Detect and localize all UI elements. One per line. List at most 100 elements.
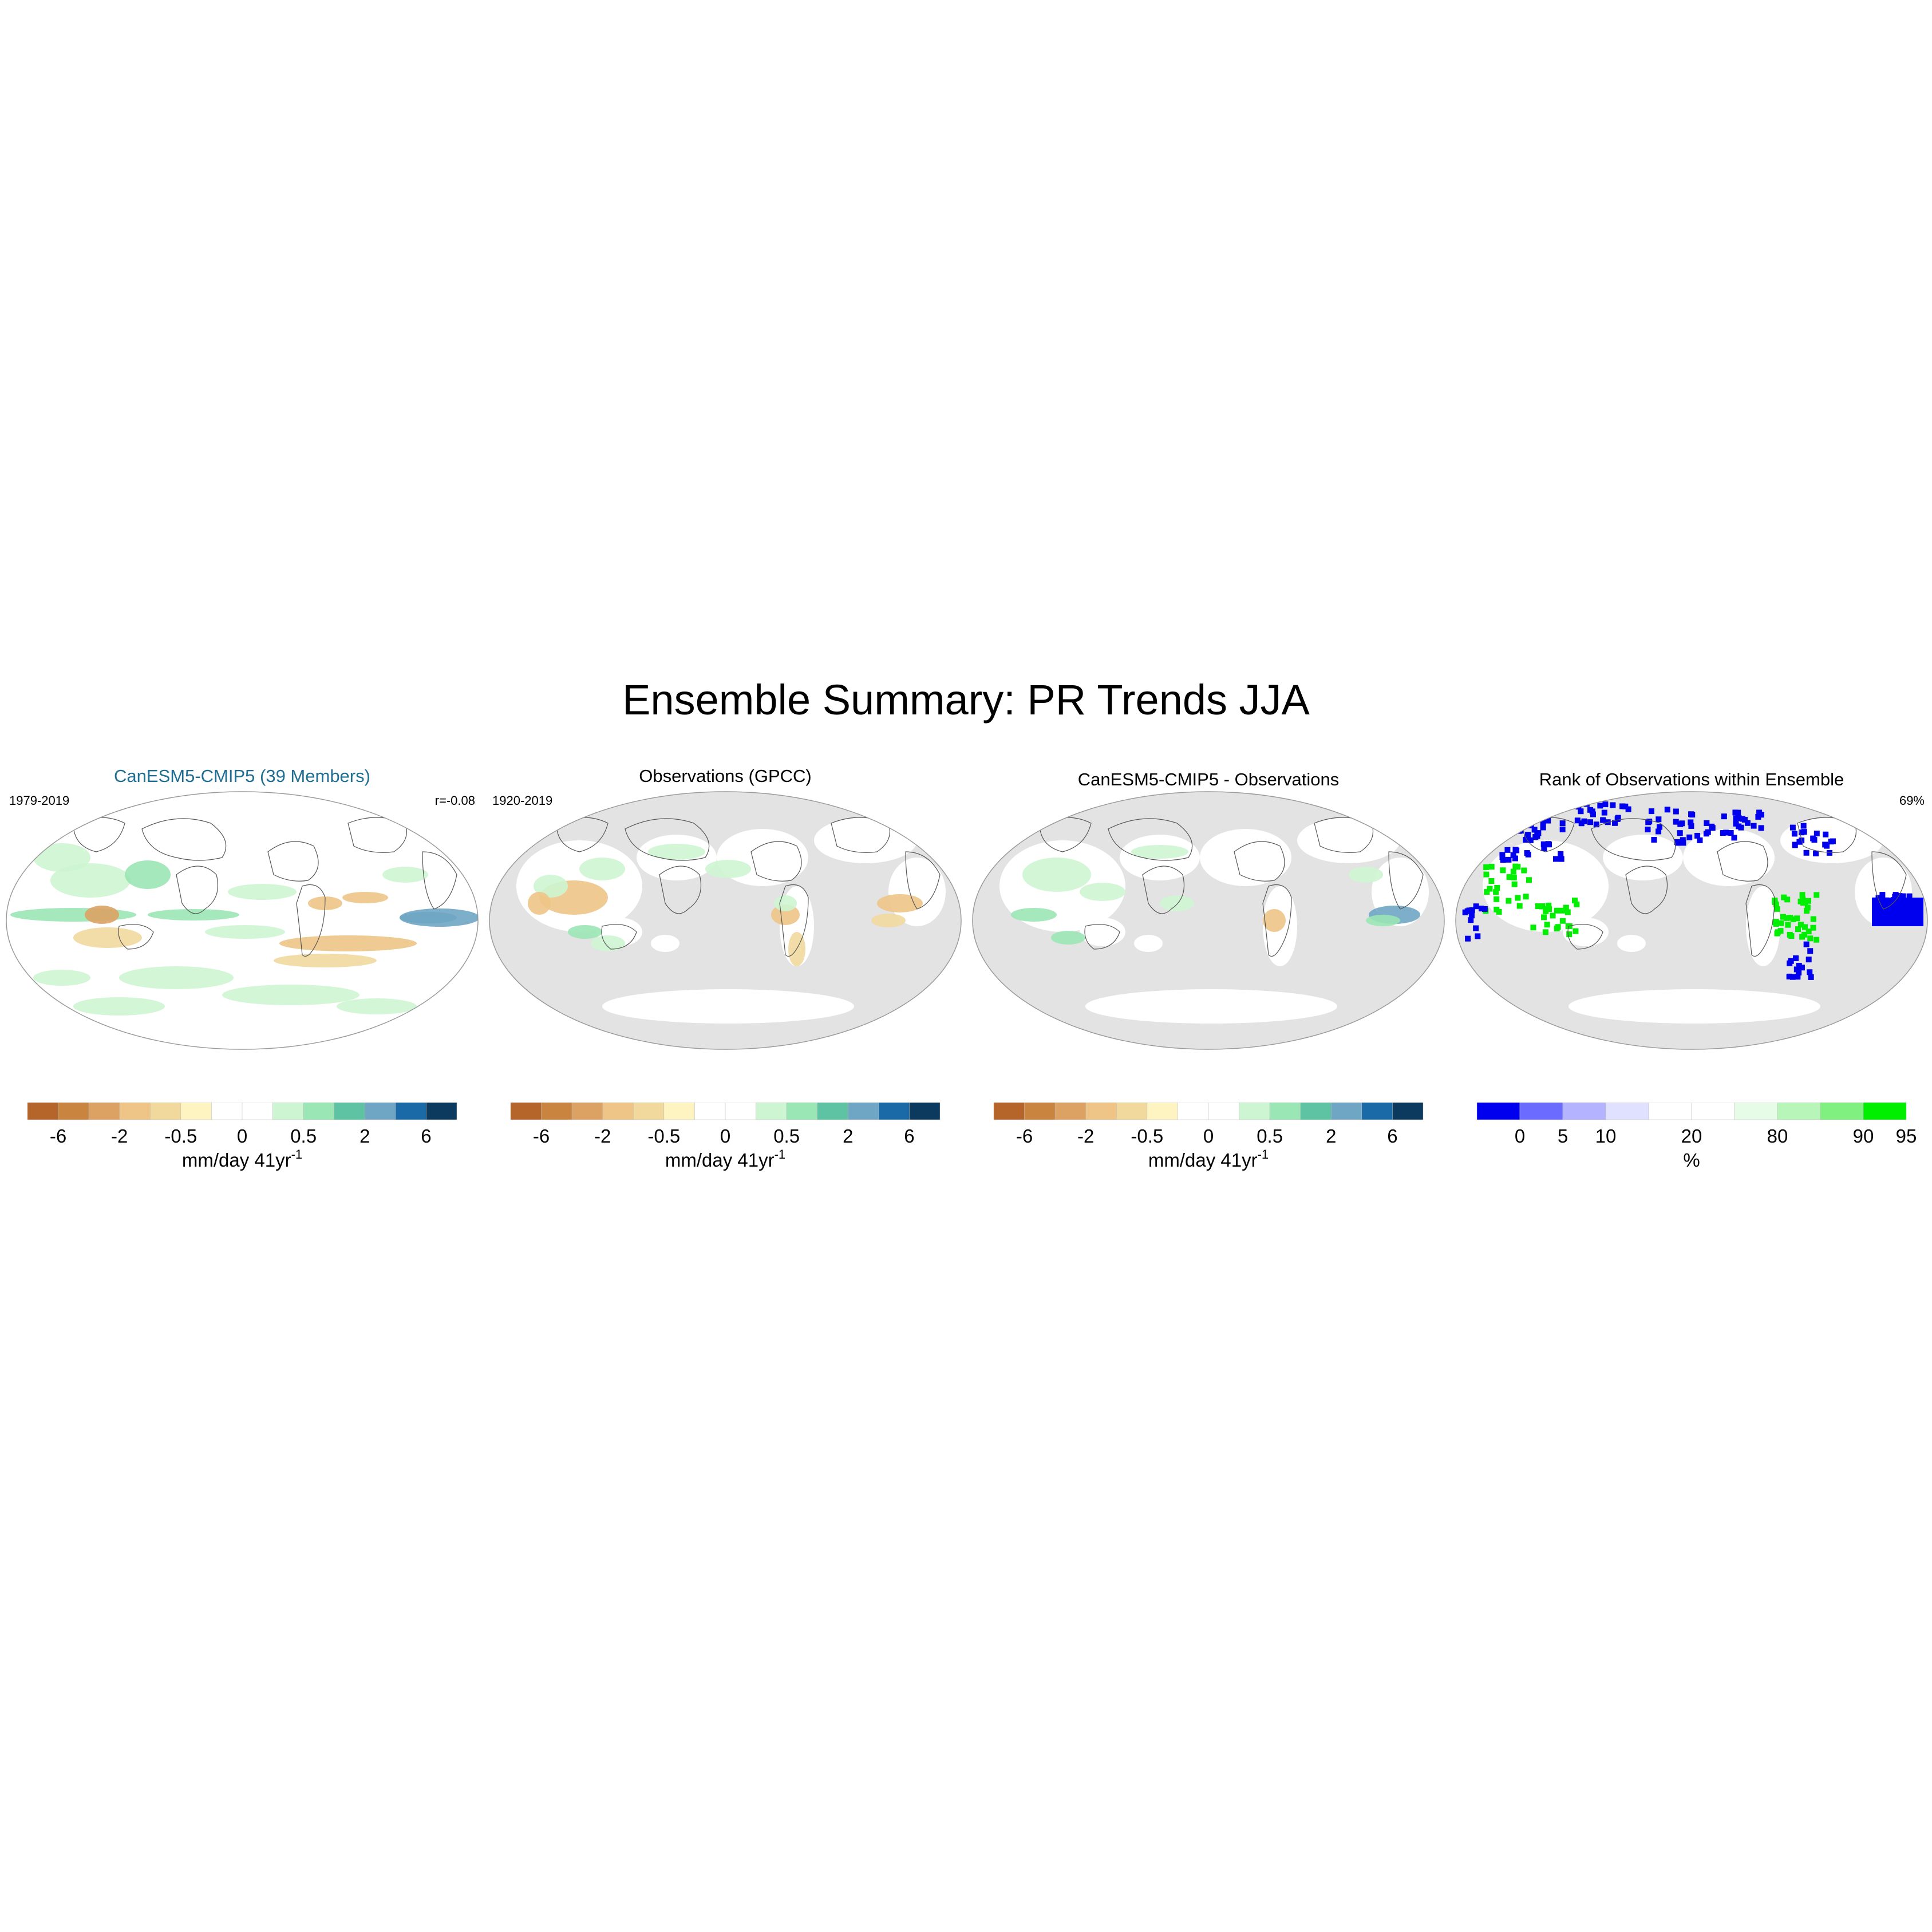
- rank-cell: [1879, 892, 1886, 898]
- trend-patch: [125, 860, 171, 889]
- rank-cell: [1755, 813, 1761, 820]
- rank-cell: [1645, 827, 1651, 833]
- colorbar-swatch: [88, 1103, 120, 1120]
- trend-patch: [871, 914, 906, 927]
- colorbar-swatch: [27, 1103, 58, 1120]
- colorbar-swatch: [1054, 1103, 1086, 1120]
- rank-cell: [1810, 924, 1816, 931]
- rank-cell: [1656, 816, 1662, 823]
- rank-cell: [1497, 830, 1503, 836]
- colorbar-tick-label: 80: [1767, 1125, 1788, 1147]
- colorbar-tick-label: 6: [904, 1125, 914, 1147]
- colorbar-swatch: [602, 1103, 634, 1120]
- coastline: [779, 884, 809, 957]
- colorbar-trend: -6 -2 -0.5 0 0.5 2 6 mm/day 41yr-1: [510, 1103, 941, 1171]
- rank-cell: [1558, 856, 1564, 862]
- land-region: [1603, 835, 1683, 880]
- coastline: [1591, 818, 1676, 861]
- colorbar-swatch: [1361, 1103, 1393, 1120]
- rank-cell: [1805, 898, 1811, 904]
- rank-cell: [1506, 898, 1512, 904]
- coastline: [347, 817, 408, 853]
- coastline: [118, 924, 154, 950]
- colorbar-trend: -6 -2 -0.5 0 0.5 2 6 mm/day 41yr-1: [27, 1103, 457, 1171]
- rank-cell: [1775, 929, 1781, 935]
- colorbar-tick-label: 0.5: [290, 1125, 317, 1147]
- colorbar-swatch: [242, 1103, 273, 1120]
- rank-cell: [1494, 884, 1500, 891]
- coastline: [267, 841, 319, 882]
- rank-cell: [1571, 898, 1578, 904]
- rank-cell: [1484, 889, 1490, 895]
- colorbar-unit-label: mm/day 41yr-1: [665, 1147, 785, 1171]
- colorbar-tick-label: 10: [1595, 1125, 1617, 1147]
- coastline: [750, 841, 802, 882]
- trend-patch: [50, 863, 131, 898]
- colorbar-swatch: [1085, 1103, 1117, 1120]
- rank-cell: [1550, 912, 1556, 919]
- rank-cell: [1563, 904, 1569, 911]
- rank-cell: [1810, 835, 1816, 841]
- land-region: [1568, 989, 1820, 1024]
- coastline: [1717, 841, 1768, 882]
- rank-cell: [1784, 896, 1791, 903]
- colorbar-tick-label: 0.5: [1257, 1125, 1283, 1147]
- rank-cell: [1673, 819, 1679, 825]
- colorbar-swatch: [878, 1103, 910, 1120]
- rank-cell: [1553, 856, 1559, 862]
- rank-cell: [1619, 803, 1626, 809]
- correlation-label: r=-0.08: [434, 793, 475, 808]
- coastline: [601, 924, 637, 950]
- colorbar-swatch: [1178, 1103, 1209, 1120]
- rank-cell: [1573, 928, 1579, 934]
- rank-cell: [1795, 974, 1801, 980]
- rank-cell: [1785, 922, 1791, 928]
- panel-rank: Rank of Observations within Ensemble 69%…: [1454, 761, 1929, 1185]
- rank-cell: [1697, 837, 1703, 843]
- rank-cell: [1688, 819, 1694, 825]
- rank-cell: [1788, 933, 1795, 939]
- colorbar-tick-label: 20: [1681, 1125, 1702, 1147]
- main-title: Ensemble Summary: PR Trends JJA: [622, 676, 1310, 724]
- land-region: [1200, 829, 1291, 886]
- rank-cell: [1530, 924, 1536, 931]
- map-difference: [972, 791, 1445, 1050]
- rank-cell: [1499, 854, 1506, 860]
- rank-cell: [1723, 829, 1729, 836]
- rank-cell: [1807, 948, 1814, 954]
- colorbar-swatch: [1777, 1103, 1821, 1120]
- colorbar-tick-label: 90: [1853, 1125, 1874, 1147]
- panel-model-trend: CanESM5-CMIP5 (39 Members) 1979-2019 r=-…: [5, 761, 480, 1185]
- rank-cell: [1744, 820, 1751, 826]
- rank-cell: [1801, 829, 1807, 835]
- rank-cell: [1488, 878, 1495, 884]
- trend-patch: [1022, 858, 1091, 892]
- rank-cell: [1794, 915, 1800, 922]
- rank-cell: [1657, 824, 1663, 830]
- land-region: [1080, 918, 1125, 946]
- rank-cell: [1774, 906, 1780, 912]
- rank-cell: [1483, 864, 1490, 870]
- rank-cell: [1503, 821, 1510, 828]
- rank-cell: [1804, 904, 1811, 911]
- period-label: 1920-2019: [492, 793, 553, 808]
- rank-cell: [1787, 915, 1793, 921]
- colorbar-swatch: [909, 1103, 941, 1120]
- trend-patch: [1051, 931, 1085, 945]
- rank-cell: [1515, 895, 1521, 901]
- colorbar-swatch: [58, 1103, 89, 1120]
- rank-cell: [1784, 915, 1790, 921]
- land-region: [814, 817, 917, 863]
- trend-patch: [279, 935, 417, 951]
- colorbar-swatch: [272, 1103, 304, 1120]
- coastline: [296, 884, 326, 957]
- trend-patch: [771, 904, 800, 925]
- rank-cell: [1506, 874, 1512, 880]
- rank-cell: [1796, 962, 1802, 969]
- rank-cell: [1781, 894, 1787, 900]
- coastline: [659, 866, 702, 914]
- coastline: [1871, 851, 1907, 910]
- rank-cell: [1540, 824, 1546, 831]
- colorbar-tick-label: 0: [1515, 1125, 1525, 1147]
- rank-cell: [1475, 933, 1481, 939]
